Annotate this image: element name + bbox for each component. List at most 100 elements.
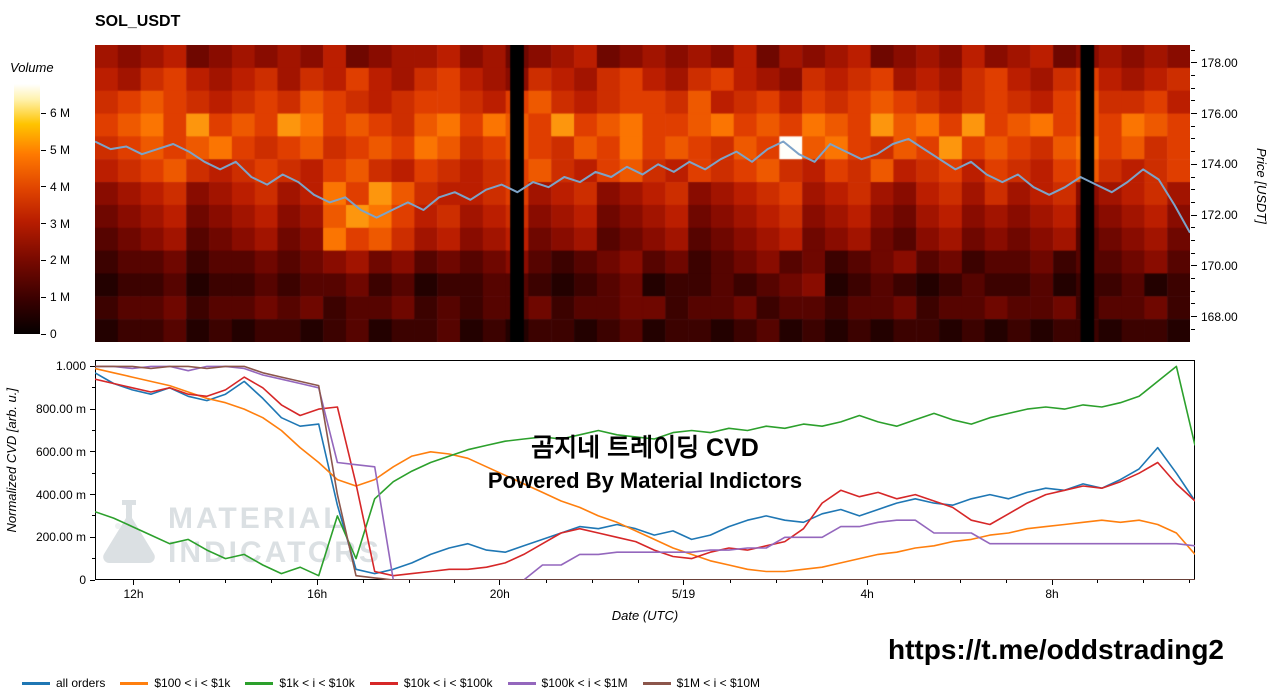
price-axis-tick [1191, 163, 1197, 165]
cvd-y-tick-label: 0 [79, 573, 86, 587]
colorbar-tick-label: 3 M [50, 216, 71, 231]
legend-swatch [369, 681, 398, 685]
price-axis-label: Price [USDT] [1254, 148, 1269, 224]
price-axis-minor-tick [1191, 87, 1195, 89]
watermark-line2: Powered By Material Indictors [487, 468, 803, 493]
price-axis-minor-tick [1191, 74, 1195, 76]
cvd-x-minor-tick [408, 580, 410, 583]
legend-item-5: $1M < i < $10M [642, 676, 760, 690]
legend-item-0: all orders [22, 676, 105, 690]
cvd-line-chart [95, 360, 1195, 580]
cvd-y-tick-label: 400.00 m [35, 487, 86, 502]
price-axis-minor-tick [1191, 328, 1195, 330]
legend-swatch [642, 681, 671, 685]
watermark-line1: 곰지네 트레이딩 CVD [531, 434, 759, 462]
cvd-x-minor-tick [178, 580, 180, 583]
cvd-x-minor-tick [362, 580, 364, 583]
legend-swatch [120, 681, 149, 685]
cvd-y-tick [90, 408, 95, 410]
legend-label: $1k < i < $10k [279, 676, 355, 690]
price-tick-label: 168.00 [1201, 309, 1238, 324]
legend-label: $10k < i < $100k [403, 676, 493, 690]
cvd-y-tick-label: 600.00 m [35, 444, 86, 459]
legend-item-4: $100k < i < $1M [507, 676, 628, 690]
cvd-y-tick [90, 494, 95, 496]
price-axis-minor-tick [1191, 189, 1195, 191]
colorbar-tick [41, 149, 46, 151]
cvd-x-minor-tick [821, 580, 823, 583]
cvd-x-minor-tick [546, 580, 548, 583]
price-axis-minor-tick [1191, 227, 1195, 229]
price-axis-tick [1191, 265, 1197, 267]
cvd-x-tick-label: 12h [123, 587, 144, 601]
price-axis-minor-tick [1191, 151, 1195, 153]
legend-swatch [507, 681, 536, 685]
price-axis-minor-tick [1191, 100, 1195, 102]
watermark-logo-line2: INDICATORS [168, 536, 382, 569]
flask-icon [103, 500, 155, 563]
cvd-y-minor-tick [92, 515, 95, 517]
colorbar-tick [41, 186, 46, 188]
colorbar-tick-label: 4 M [50, 179, 71, 194]
price-axis-tick [1191, 316, 1197, 318]
cvd-y-tick [90, 536, 95, 538]
cvd-x-minor-tick [775, 580, 777, 583]
cvd-x-minor-tick [638, 580, 640, 583]
cvd-y-minor-tick [92, 558, 95, 560]
colorbar-tick [41, 112, 46, 114]
colorbar-tick-label: 1 M [50, 290, 71, 305]
cvd-y-minor-tick [92, 472, 95, 474]
price-axis-minor-tick [1191, 303, 1195, 305]
legend-item-3: $10k < i < $100k [369, 676, 493, 690]
page-title: SOL_USDT [95, 13, 181, 30]
cvd-x-minor-tick [1143, 580, 1145, 583]
legend-label: $100 < i < $1k [154, 676, 231, 690]
cvd-x-minor-tick [1189, 580, 1191, 583]
cvd-y-tick [90, 365, 95, 367]
price-axis-minor-tick [1191, 176, 1195, 178]
price-tick-label: 174.00 [1201, 157, 1238, 172]
cvd-x-minor-tick [959, 580, 961, 583]
cvd-x-tick [683, 580, 684, 585]
colorbar-title: Volume [10, 60, 54, 75]
cvd-x-tick [133, 580, 134, 585]
cvd-x-minor-tick [224, 580, 226, 583]
colorbar-tick [41, 223, 46, 225]
cvd-x-minor-tick [270, 580, 272, 583]
volume-colorbar [14, 84, 40, 334]
price-tick-label: 172.00 [1201, 208, 1238, 223]
price-tick-label: 176.00 [1201, 106, 1238, 121]
cvd-x-minor-tick [592, 580, 594, 583]
price-axis-minor-tick [1191, 239, 1195, 241]
price-axis-minor-tick [1191, 290, 1195, 292]
cvd-x-tick [866, 580, 868, 585]
colorbar-tick-label: 5 M [50, 143, 71, 158]
cvd-y-tick-label: 200.00 m [35, 530, 86, 545]
cvd-x-minor-tick [913, 580, 915, 583]
colorbar-tick [41, 259, 46, 261]
price-axis-minor-tick [1191, 49, 1195, 51]
cvd-x-axis-label: Date (UTC) [611, 608, 679, 623]
legend-swatch [22, 681, 50, 685]
colorbar-tick-label: 6 M [50, 106, 71, 121]
chart-legend: all orders $100 < i < $1k $1k < i < $10k $1… [22, 676, 760, 690]
colorbar-tick-label: 2 M [50, 253, 71, 268]
cvd-y-minor-tick [92, 429, 95, 431]
price-axis-minor-tick [1191, 125, 1195, 127]
cvd-x-minor-tick [1005, 580, 1007, 583]
price-tick-label: 170.00 [1201, 258, 1238, 273]
price-axis-minor-tick [1191, 278, 1195, 280]
watermark-logo-line1: MATERIAL [168, 502, 345, 535]
cvd-x-tick-label: 20h [489, 587, 510, 601]
price-tick-label: 178.00 [1201, 55, 1238, 70]
legend-swatch [245, 681, 274, 685]
legend-label: all orders [56, 676, 106, 690]
legend-item-1: $100 < i < $1k [120, 676, 230, 690]
cvd-x-tick-label: 4h [860, 587, 874, 601]
legend-label: $100k < i < $1M [541, 676, 628, 690]
cvd-y-minor-tick [92, 387, 95, 389]
colorbar-tick-label: 0 [50, 327, 57, 341]
price-axis-minor-tick [1191, 252, 1195, 254]
price-axis-tick [1191, 62, 1197, 64]
